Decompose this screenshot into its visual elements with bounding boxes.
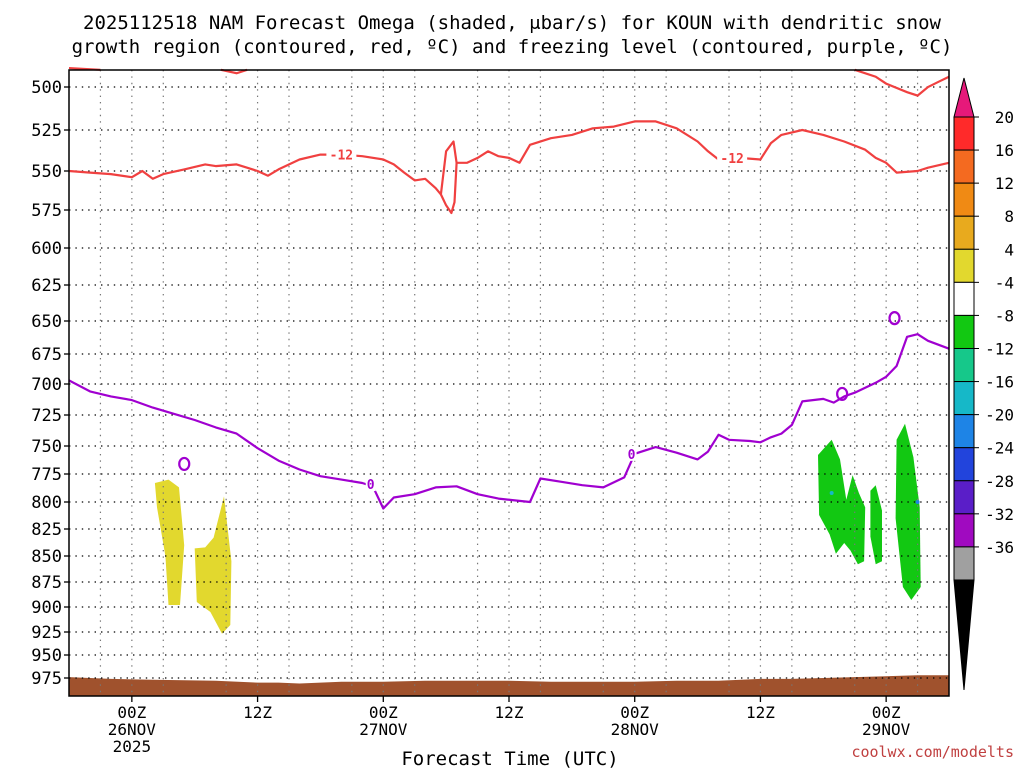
y-tick-label-550: 550 — [31, 162, 62, 182]
y-tick-label-925: 925 — [31, 623, 62, 643]
dgz-contour-label: -12 — [717, 149, 748, 167]
colorbar-bin-7 — [953, 347, 975, 383]
colorbar-label--12: -12 — [985, 339, 1014, 358]
colorbar-label--28: -28 — [985, 472, 1014, 491]
colorbar-bin-13 — [953, 546, 975, 581]
colorbar-bin-3 — [953, 215, 975, 250]
x-tick-label: 00Z — [872, 703, 901, 722]
colorbar-label-8: 8 — [1004, 207, 1014, 226]
colorbar-label-12: 12 — [995, 174, 1014, 193]
y-tick-label-900: 900 — [31, 598, 62, 618]
omega-shaded-region-4 — [895, 423, 921, 600]
dgz-contour-label-bg — [326, 146, 357, 162]
dgz-contour-label-text: -12 — [720, 152, 743, 167]
y-tick-label-625: 625 — [31, 276, 62, 296]
colorbar-bin-5 — [953, 281, 975, 316]
omega-core-mark — [915, 500, 920, 504]
colorbar-label--16: -16 — [985, 373, 1014, 392]
colorbar-label--32: -32 — [985, 505, 1014, 524]
freezing-contour-label-bg — [365, 476, 376, 492]
colorbar-bin-1 — [953, 149, 975, 184]
dgz-contour-label-text: -12 — [330, 149, 353, 164]
omega-shaded-region-2 — [818, 439, 866, 565]
dgz-upper-contour-line — [854, 68, 950, 97]
colorbar-label--20: -20 — [985, 406, 1014, 425]
x-tick-label: 26NOV — [108, 720, 157, 739]
y-tick-label-825: 825 — [31, 520, 62, 540]
freezing-contour-label-bg — [626, 445, 637, 461]
colorbar-bin-11 — [953, 480, 975, 515]
colorbar-legend: 20 16 12 8 4 -4 -8 -12 -16 -20 -24 -28 -32 -36 — [953, 77, 1014, 691]
y-tick-label-725: 725 — [31, 406, 62, 426]
dgz-contour-line — [439, 162, 458, 215]
x-tick-label: 12Z — [746, 703, 775, 722]
credit-label: coolwx.com/modelts — [851, 743, 1014, 761]
x-tick-label: 12Z — [495, 703, 524, 722]
colorbar-bin-10 — [953, 447, 975, 482]
x-tick-label: 00Z — [117, 703, 146, 722]
colorbar-bin-2 — [953, 182, 975, 217]
x-tick-label: 27NOV — [359, 720, 408, 739]
y-tick-label-750: 750 — [31, 437, 62, 457]
colorbar-label-4: 4 — [1004, 240, 1014, 259]
y-tick-label-525: 525 — [31, 121, 62, 141]
y-tick-label-850: 850 — [31, 547, 62, 567]
freezing-contour-label: 0 — [626, 445, 637, 463]
colorbar-top-arrow — [953, 77, 975, 118]
colorbar-label-16: 16 — [995, 141, 1014, 160]
x-tick-label: 2025 — [113, 737, 152, 756]
y-tick-label-775: 775 — [31, 465, 62, 485]
y-tick-label-800: 800 — [31, 493, 62, 513]
y-axis: 500 525 550 575 600 625 650 675 700 725 750 775 800 8… — [31, 78, 69, 689]
y-tick-label-975: 975 — [31, 669, 62, 689]
x-tick-label: 12Z — [243, 703, 272, 722]
colorbar-label--36: -36 — [985, 538, 1014, 557]
dgz-contour-line — [68, 120, 950, 196]
colorbar-bin-12 — [953, 513, 975, 548]
freezing-level-closed-contour — [836, 386, 849, 402]
colorbar-bin-8 — [953, 381, 975, 416]
y-tick-label-675: 675 — [31, 345, 62, 365]
omega-core-mark — [829, 491, 834, 496]
x-axis-label: Forecast Time (UTC) — [401, 748, 618, 768]
colorbar-label--24: -24 — [985, 439, 1014, 458]
freezing-level-closed-contour — [888, 311, 901, 326]
colorbar-bin-9 — [953, 414, 975, 449]
omega-shaded-region-3 — [870, 485, 882, 565]
y-tick-label-600: 600 — [31, 239, 62, 259]
plot-area: -12 -12 0 0 — [68, 66, 950, 697]
y-tick-label-650: 650 — [31, 312, 62, 332]
omega-shaded-region-0 — [154, 479, 185, 605]
dgz-upper-contour-line — [220, 68, 248, 75]
y-tick-label-700: 700 — [31, 375, 62, 395]
freezing-level-closed-contour — [178, 456, 191, 472]
omega-shaded-region-1 — [194, 496, 232, 634]
dgz-contour-label-bg — [717, 149, 748, 165]
freezing-contour-label: 0 — [365, 476, 376, 493]
chart-title-line1: 2025112518 NAM Forecast Omega (shaded, μ… — [83, 12, 941, 34]
x-tick-label: 00Z — [369, 703, 398, 722]
y-tick-label-500: 500 — [31, 78, 62, 98]
colorbar-bin-6 — [953, 314, 975, 349]
freezing-contour-label-text: 0 — [628, 448, 636, 463]
y-tick-label-950: 950 — [31, 646, 62, 666]
dgz-contour-label: -12 — [326, 146, 357, 164]
colorbar-bin-0 — [953, 116, 975, 151]
colorbar-label--8: -8 — [995, 306, 1014, 325]
y-tick-label-575: 575 — [31, 201, 62, 221]
colorbar-label--4: -4 — [995, 273, 1014, 292]
x-tick-label: 29NOV — [862, 720, 911, 739]
colorbar-bottom-arrow — [953, 579, 975, 691]
colorbar-bin-4 — [953, 248, 975, 283]
x-tick-label: 28NOV — [611, 720, 660, 739]
y-tick-label-875: 875 — [31, 573, 62, 593]
freezing-level-line — [68, 333, 950, 510]
x-tick-label: 00Z — [620, 703, 649, 722]
chart-title-line2: growth region (contoured, red, ºC) and f… — [72, 36, 953, 58]
freezing-contour-label-text: 0 — [367, 478, 375, 493]
colorbar-label-20: 20 — [995, 108, 1014, 127]
